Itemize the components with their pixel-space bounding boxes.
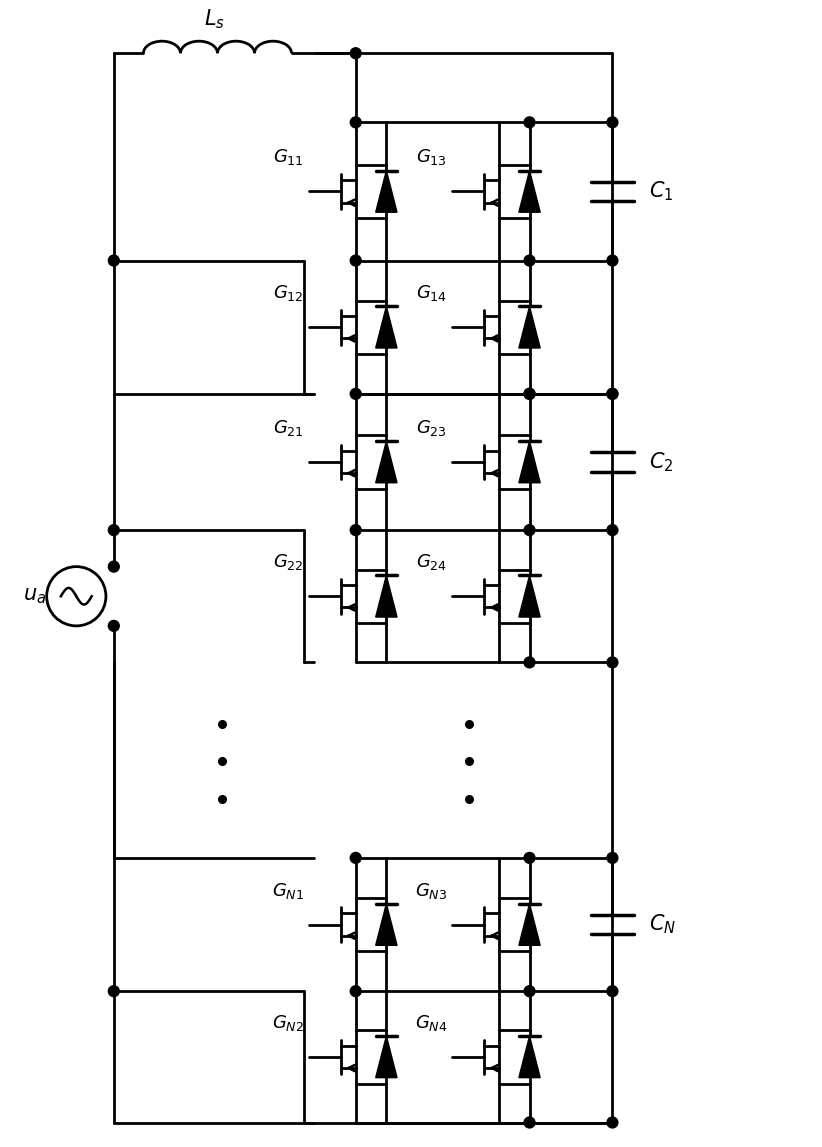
Circle shape [607,1117,618,1128]
Circle shape [607,657,618,668]
Text: $C_{N}$: $C_{N}$ [649,913,676,936]
Text: $G_{22}$: $G_{22}$ [274,552,304,572]
Circle shape [607,389,618,399]
Circle shape [109,621,119,631]
Polygon shape [376,576,397,617]
Circle shape [350,985,361,997]
Circle shape [350,255,361,266]
Circle shape [607,524,618,536]
Circle shape [350,524,361,536]
Text: $G_{N2}$: $G_{N2}$ [272,1013,304,1032]
Circle shape [109,985,119,997]
Circle shape [524,985,535,997]
Polygon shape [376,306,397,348]
Circle shape [524,389,535,399]
Circle shape [607,389,618,399]
Text: $G_{23}$: $G_{23}$ [417,418,447,438]
Circle shape [350,48,361,58]
Polygon shape [519,904,540,945]
Circle shape [607,985,618,997]
Polygon shape [376,442,397,483]
Circle shape [109,255,119,266]
Circle shape [524,852,535,864]
Text: $G_{13}$: $G_{13}$ [417,148,447,167]
Text: $G_{N1}$: $G_{N1}$ [272,881,304,900]
Text: $C_{2}$: $C_{2}$ [649,450,673,474]
Text: $G_{24}$: $G_{24}$ [416,552,447,572]
Polygon shape [519,171,540,212]
Circle shape [524,1117,535,1128]
Circle shape [524,255,535,266]
Circle shape [350,117,361,127]
Text: $G_{14}$: $G_{14}$ [416,283,447,303]
Polygon shape [376,904,397,945]
Circle shape [350,389,361,399]
Circle shape [524,117,535,127]
Polygon shape [376,171,397,212]
Circle shape [607,852,618,864]
Text: $C_{1}$: $C_{1}$ [649,180,673,203]
Text: $G_{11}$: $G_{11}$ [273,148,304,167]
Text: $L_s$: $L_s$ [204,7,225,31]
Polygon shape [519,1036,540,1078]
Circle shape [350,852,361,864]
Text: $G_{N4}$: $G_{N4}$ [414,1013,447,1032]
Text: $G_{21}$: $G_{21}$ [273,418,304,438]
Circle shape [524,524,535,536]
Polygon shape [519,576,540,617]
Circle shape [109,524,119,536]
Text: $u_a$: $u_a$ [23,586,46,607]
Polygon shape [519,442,540,483]
Circle shape [607,255,618,266]
Circle shape [524,389,535,399]
Circle shape [524,657,535,668]
Text: $G_{N3}$: $G_{N3}$ [415,881,447,900]
Circle shape [607,117,618,127]
Circle shape [109,561,119,572]
Polygon shape [376,1036,397,1078]
Polygon shape [519,306,540,348]
Text: $G_{12}$: $G_{12}$ [274,283,304,303]
